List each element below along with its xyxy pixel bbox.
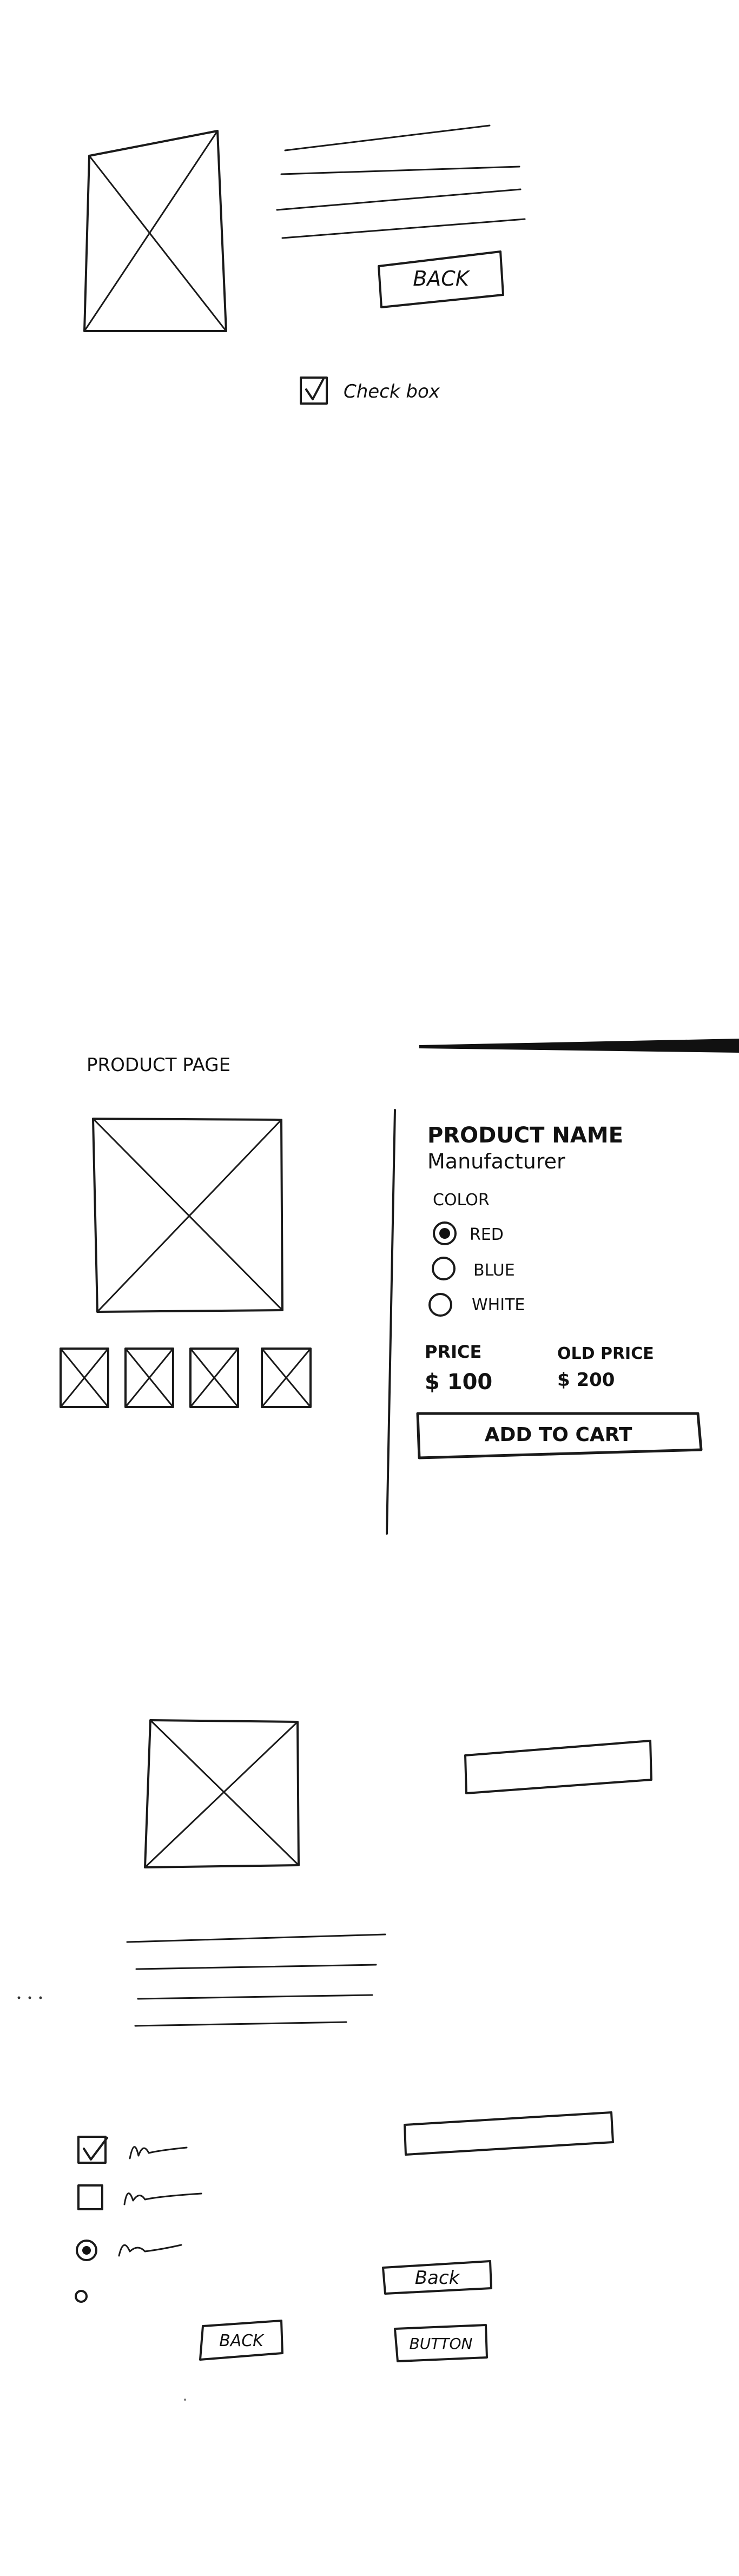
text-input-2[interactable] — [404, 2111, 614, 2156]
old-price-label: OLD PRICE — [557, 1344, 654, 1363]
back-button-label: BACK — [413, 267, 471, 290]
main-image-placeholder — [92, 1118, 283, 1313]
sketch-1: BACK Check box — [83, 124, 526, 405]
thumbnail[interactable] — [261, 1348, 312, 1408]
manufacturer: Manufacturer — [427, 1150, 565, 1173]
old-price-value: $ 200 — [557, 1369, 615, 1391]
color-option-label: BLUE — [473, 1261, 515, 1280]
checkbox[interactable]: Check box — [300, 377, 440, 405]
back-button-label: BACK — [219, 2331, 265, 2350]
generic-button[interactable]: BUTTON — [394, 2324, 488, 2362]
checkbox-checked[interactable] — [77, 2136, 188, 2164]
color-option-label: RED — [470, 1225, 504, 1244]
back-button[interactable]: BACK — [378, 250, 504, 308]
checkbox-label-scribble — [123, 2192, 202, 2205]
text-lines — [126, 1933, 386, 2027]
add-to-cart-label: ADD TO CART — [485, 1424, 632, 1446]
color-option-blue[interactable]: BLUE — [432, 1257, 515, 1280]
checkbox-label-scribble — [129, 2146, 188, 2159]
text-input[interactable] — [464, 1740, 652, 1794]
price-value: $ 100 — [425, 1370, 492, 1395]
image-placeholder — [83, 130, 227, 332]
color-option-red[interactable]: RED — [433, 1221, 504, 1245]
column-divider — [386, 1109, 396, 1535]
thumbnail[interactable] — [124, 1348, 174, 1408]
add-to-cart-button[interactable]: ADD TO CART — [416, 1412, 703, 1459]
thumbnail[interactable] — [60, 1348, 109, 1408]
generic-button-label: BUTTON — [410, 2335, 473, 2353]
thumbnail[interactable] — [189, 1348, 239, 1408]
color-option-label: WHITE — [472, 1296, 525, 1315]
radio-unselected[interactable] — [75, 2290, 88, 2303]
product-name: PRODUCT NAME — [427, 1123, 623, 1148]
back-button-left[interactable]: BACK — [199, 2320, 283, 2361]
checkbox-unchecked[interactable] — [77, 2184, 202, 2210]
checkbox-label: Check box — [344, 381, 440, 402]
radio-label-scribble — [118, 2244, 182, 2257]
price-label: PRICE — [425, 1342, 481, 1362]
back-button-label: Back — [415, 2267, 460, 2289]
thumbnail-strip — [60, 1348, 312, 1408]
page-title: PRODUCT PAGE — [87, 1054, 230, 1076]
color-label: COLOR — [433, 1191, 490, 1210]
sketch-2: PRODUCT PAGE — [60, 1039, 739, 1535]
stray-marks — [17, 1996, 186, 2401]
back-button-right[interactable]: Back — [382, 2260, 492, 2295]
radio-selected[interactable] — [76, 2240, 182, 2261]
text-lines — [276, 124, 526, 239]
image-placeholder — [144, 1719, 300, 1868]
sketch-3: Back BACK BUTTON — [17, 1719, 652, 2401]
top-rule — [419, 1039, 739, 1053]
color-option-white[interactable]: WHITE — [428, 1293, 525, 1317]
